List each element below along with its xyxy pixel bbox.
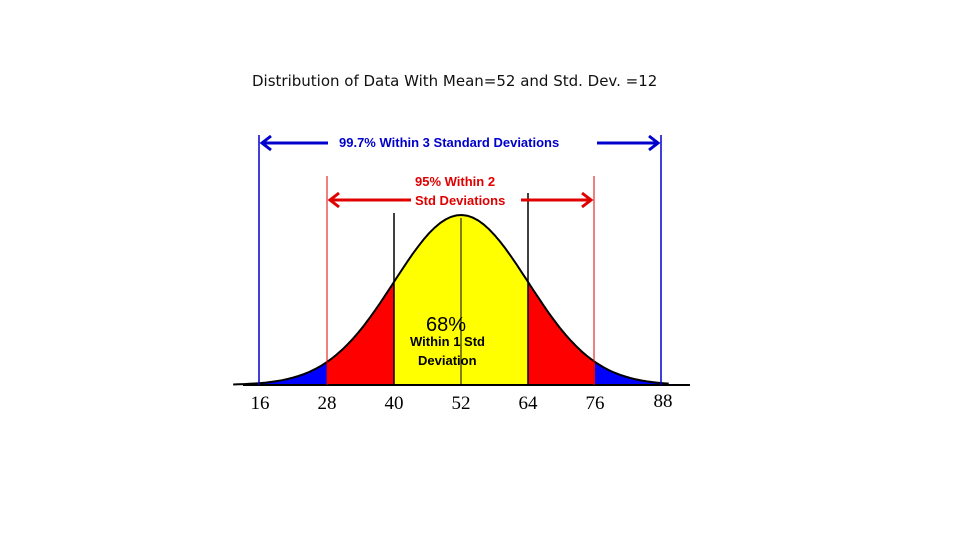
figure-title: Distribution of Data With Mean=52 and St… bbox=[252, 72, 657, 90]
arrow-2sd-right-head bbox=[581, 191, 594, 209]
arrow-3sd-right-head bbox=[648, 134, 661, 152]
label-1sd-line2: Deviation bbox=[418, 353, 477, 368]
label-1sd-line1: Within 1 Std bbox=[410, 334, 485, 349]
label-1sd: 68% Within 1 Std Deviation bbox=[410, 314, 485, 368]
label-2sd-line2: Std Deviations bbox=[415, 193, 505, 208]
bell-curve bbox=[233, 213, 669, 386]
tick-label-52: 52 bbox=[452, 393, 471, 414]
area-3sd-right bbox=[595, 362, 662, 385]
tick-label-40: 40 bbox=[385, 393, 404, 414]
tick-label-28: 28 bbox=[318, 393, 337, 414]
label-1sd-percent: 68% bbox=[426, 314, 466, 336]
label-2sd-line1: 95% Within 2 bbox=[415, 174, 495, 189]
arrow-3sd: 99.7% Within 3 Standard Deviations bbox=[259, 134, 661, 152]
arrow-3sd-left-head bbox=[259, 134, 272, 152]
tick-label-88: 88 bbox=[654, 391, 673, 412]
tick-label-16: 16 bbox=[251, 393, 270, 414]
arrow-2sd: 95% Within 2 Std Deviations bbox=[327, 170, 594, 210]
arrow-2sd-left-head bbox=[327, 191, 340, 209]
sd-boundary-lines bbox=[258, 135, 662, 385]
area-3sd-left bbox=[233, 362, 327, 385]
label-3sd: 99.7% Within 3 Standard Deviations bbox=[339, 135, 559, 150]
tick-label-76: 76 bbox=[586, 393, 605, 414]
label-2sd-backdrop bbox=[411, 170, 521, 210]
x-axis-tick-labels: 16 28 40 52 64 76 88 bbox=[251, 391, 673, 414]
tick-label-64: 64 bbox=[519, 393, 539, 414]
